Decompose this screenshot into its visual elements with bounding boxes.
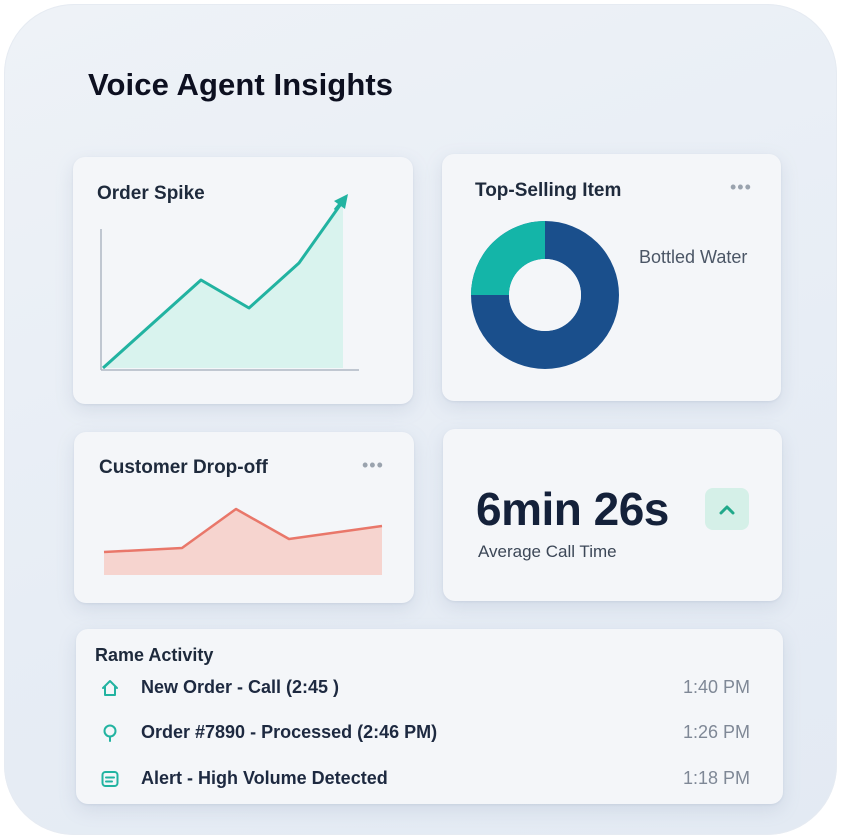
average-call-value: 6min 26s [476,483,669,535]
donut-hole [509,259,581,331]
customer-dropoff-title: Customer Drop-off [99,457,268,478]
activity-time: 1:18 PM [682,768,750,788]
activity-title: Rame Activity [95,645,214,665]
activity-time: 1:40 PM [682,677,750,697]
page-title: Voice Agent Insights [88,67,394,102]
home-icon [102,680,118,696]
order-spike-title: Order Spike [97,183,205,204]
activity-text: New Order - Call (2:45 ) [141,677,340,697]
top-selling-card[interactable]: Top-Selling Item ••• Bottled Water [442,154,781,401]
alert-list-icon [101,771,119,787]
activity-text: Alert - High Volume Detected [141,768,388,788]
order-spike-card[interactable]: Order Spike [73,157,413,404]
chevron-up-icon [719,505,735,515]
customer-dropoff-card[interactable]: Customer Drop-off ••• [74,432,414,603]
order-spike-line [101,200,345,370]
average-call-card[interactable]: 6min 26s Average Call Time [443,429,782,601]
average-call-label: Average Call Time [478,542,617,561]
activity-item[interactable]: New Order - Call (2:45 ) 1:40 PM [76,670,783,706]
activity-item[interactable]: Order #7890 - Processed (2:46 PM) 1:26 P… [76,715,783,751]
trend-up-button[interactable] [705,488,749,530]
activity-time: 1:26 PM [682,722,750,742]
order-spike-area [103,201,343,368]
dropoff-area [104,509,382,575]
more-options-icon[interactable]: ••• [362,455,384,475]
donut-segment-teal [471,221,546,296]
top-selling-donut [471,221,619,369]
activity-item[interactable]: Alert - High Volume Detected 1:18 PM [76,761,783,797]
trend-up-arrow-icon [333,194,348,211]
top-selling-title: Top-Selling Item [475,180,622,201]
activity-text: Order #7890 - Processed (2:46 PM) [141,722,438,742]
lightbulb-icon [103,724,117,742]
more-options-icon[interactable]: ••• [730,177,752,197]
activity-card: Rame Activity New Order - Call (2:45 ) 1… [76,629,783,804]
order-spike-chart [100,194,359,371]
dropoff-line [103,507,383,554]
top-selling-item-label: Bottled Water [639,247,748,267]
customer-dropoff-chart [103,507,383,575]
app-frame: Voice Agent Insights Order Spike Top-Sel… [4,4,837,835]
